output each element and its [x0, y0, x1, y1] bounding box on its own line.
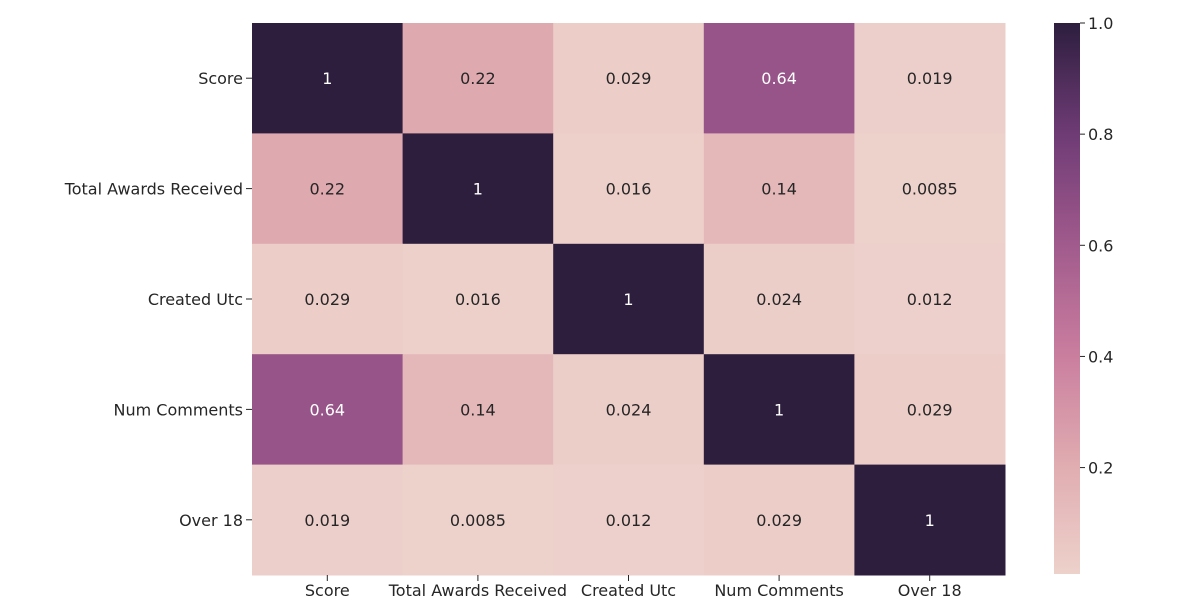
cell-value-label: 0.14: [460, 400, 496, 419]
colorbar-gradient: [1054, 23, 1080, 574]
cell-value-label: 0.64: [761, 69, 797, 88]
heatmap-cell: [703, 464, 855, 576]
heatmap-cell: [703, 354, 855, 466]
cell-value-label: 0.019: [304, 511, 350, 530]
cell-value-label: 0.029: [756, 511, 802, 530]
y-tick-label: Created Utc: [148, 290, 243, 309]
heatmap-cell: [252, 354, 404, 466]
heatmap-cell: [252, 23, 404, 134]
heatmap-cell: [252, 243, 404, 355]
cell-value-label: 0.024: [756, 290, 802, 309]
x-tick-label: Created Utc: [581, 581, 676, 600]
cell-value-label: 0.029: [606, 69, 652, 88]
cell-value-label: 0.0085: [902, 180, 958, 199]
heatmap-cell: [854, 133, 1006, 245]
heatmap-cell: [854, 23, 1006, 134]
cell-value-label: 1: [322, 69, 332, 88]
heatmap-cell: [402, 23, 554, 134]
heatmap-cell: [703, 23, 855, 134]
cell-value-label: 0.016: [455, 290, 501, 309]
heatmap-cell: [553, 23, 705, 134]
heatmap-cell: [854, 354, 1006, 466]
heatmap-cell: [553, 464, 705, 576]
heatmap-cell: [252, 133, 404, 245]
y-tick-label: Num Comments: [113, 400, 243, 419]
heatmap-cell: [553, 354, 705, 466]
heatmap-cell: [553, 243, 705, 355]
heatmap-cell: [402, 354, 554, 466]
y-tick-label: Over 18: [179, 511, 243, 530]
cell-value-label: 0.012: [907, 290, 953, 309]
cell-value-label: 0.029: [304, 290, 350, 309]
y-tick-label: Total Awards Received: [64, 180, 243, 199]
x-axis: Score Total Awards Received Created Utc Num…: [305, 575, 962, 600]
heatmap-cell: [252, 464, 404, 576]
cell-value-label: 0.024: [606, 400, 652, 419]
cell-value-label: 1: [473, 180, 483, 199]
colorbar-tick-label: 1.0: [1088, 14, 1113, 33]
heatmap-annotations: 1 0.22 0.029 0.64 0.019 0.22 1 0.016 0.14 0.0085 0…: [304, 69, 957, 530]
heatmap-cells: [252, 23, 1006, 576]
x-tick-label: Score: [305, 581, 350, 600]
heatmap-cell: [854, 243, 1006, 355]
colorbar-tick-label: 0.2: [1088, 459, 1113, 478]
heatmap-cell: [402, 464, 554, 576]
heatmap-cell: [854, 464, 1006, 576]
x-tick-label: Over 18: [898, 581, 962, 600]
y-tick-label: Score: [198, 69, 243, 88]
cell-value-label: 0.012: [606, 511, 652, 530]
heatmap-cell: [402, 243, 554, 355]
colorbar-tick-label: 0.8: [1088, 125, 1113, 144]
heatmap-cell: [402, 133, 554, 245]
heatmap-cell: [703, 243, 855, 355]
y-axis: Score Total Awards Received Created Utc Num…: [64, 69, 252, 530]
colorbar-tick-label: 0.4: [1088, 347, 1113, 366]
cell-value-label: 0.016: [606, 180, 652, 199]
cell-value-label: 0.0085: [450, 511, 506, 530]
x-tick-label: Num Comments: [714, 581, 844, 600]
cell-value-label: 1: [623, 290, 633, 309]
heatmap-cell: [553, 133, 705, 245]
cell-value-label: 0.019: [907, 69, 953, 88]
cell-value-label: 0.14: [761, 180, 797, 199]
cell-value-label: 0.029: [907, 400, 953, 419]
x-tick-label: Total Awards Received: [388, 581, 567, 600]
colorbar-tick-label: 0.6: [1088, 236, 1113, 255]
cell-value-label: 1: [774, 400, 784, 419]
heatmap-cell: [703, 133, 855, 245]
cell-value-label: 0.22: [460, 69, 496, 88]
cell-value-label: 0.22: [309, 180, 345, 199]
cell-value-label: 0.64: [309, 400, 345, 419]
colorbar: 1.0 0.8 0.6 0.4 0.2: [1054, 14, 1113, 574]
cell-value-label: 1: [925, 511, 935, 530]
